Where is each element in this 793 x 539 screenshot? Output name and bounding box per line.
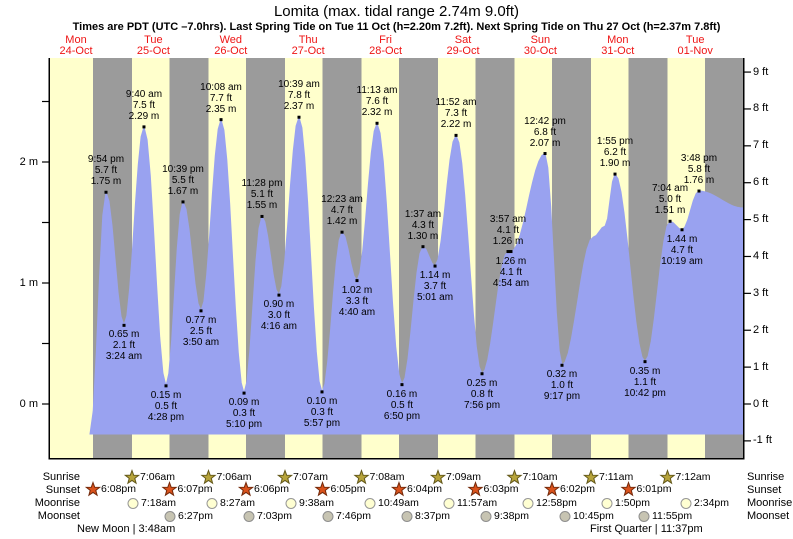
moonrise-icon	[206, 498, 218, 509]
tide-event-dot	[400, 383, 404, 387]
sunrise-star-icon	[429, 469, 447, 485]
right-axis-tick	[744, 218, 751, 221]
tide-event-dot	[697, 189, 701, 193]
tide-event-dot	[643, 360, 647, 364]
sunrise-star-icon	[659, 469, 676, 485]
sunset-star-icon	[84, 481, 102, 497]
tide-event-dot	[181, 200, 185, 204]
sunset-star-icon	[390, 481, 408, 497]
tide-event-dot	[242, 391, 246, 395]
day-label: Fri 28-Oct	[369, 34, 403, 57]
day-label: Sun 30-Oct	[523, 34, 557, 57]
tide-event-dot	[509, 250, 513, 254]
sunrise-star-icon	[200, 469, 217, 485]
left-axis-tick	[42, 403, 49, 405]
chart-subtitle: Times are PDT (UTC –7.0hrs). Last Spring…	[72, 21, 721, 33]
right-axis-tick	[744, 71, 751, 73]
moonset-icon	[243, 511, 255, 522]
day-label: Tue 01-Nov	[677, 34, 713, 57]
tide-event-dot	[164, 384, 168, 388]
tide-event-dot	[142, 125, 146, 129]
tide-event-dot	[680, 228, 684, 232]
left-axis-tick	[42, 282, 49, 284]
sunset-star-icon	[620, 481, 637, 497]
moonrise-icon	[364, 498, 376, 509]
moonrise-icon	[522, 498, 534, 509]
moonrise-icon	[680, 498, 692, 509]
tide-event-dot	[104, 190, 108, 194]
right-axis-tick	[744, 255, 751, 258]
tide-event-dot	[122, 323, 126, 327]
moonrise-icon	[443, 498, 455, 509]
left-axis-tick	[42, 342, 49, 345]
tide-event-dot	[421, 245, 425, 249]
tide-event-dot	[560, 363, 564, 367]
right-axis-tick	[744, 329, 751, 331]
right-axis-tick	[744, 366, 751, 368]
right-axis-line	[743, 58, 745, 459]
right-axis-tick	[744, 292, 751, 294]
day-label: Mon 31-Oct	[601, 34, 635, 57]
tide-event-dot	[480, 372, 484, 376]
sunset-star-icon	[314, 481, 331, 497]
right-axis-tick	[744, 440, 751, 442]
sunrise-star-icon	[353, 469, 370, 485]
sunset-star-icon	[543, 481, 561, 497]
tide-event-dot	[297, 115, 301, 119]
day-label: Mon 24-Oct	[59, 34, 93, 57]
tide-event-dot	[355, 279, 359, 283]
tide-event-dot	[454, 133, 458, 137]
day-label: Tue 25-Oct	[136, 34, 170, 57]
moonrise-icon	[601, 498, 613, 509]
sunset-star-icon	[161, 481, 178, 497]
day-label: Wed 26-Oct	[214, 34, 248, 57]
moonset-icon	[638, 511, 650, 522]
bottom-axis-line	[48, 458, 745, 460]
tide-event-dot	[277, 293, 281, 297]
sunrise-star-icon	[506, 469, 523, 485]
right-axis-tick	[744, 182, 751, 184]
right-axis-tick	[744, 403, 751, 405]
tide-event-dot	[613, 172, 617, 176]
tide-event-dot	[260, 214, 264, 218]
moonset-icon	[480, 511, 492, 522]
moonset-icon	[401, 511, 413, 522]
page-title: Lomita (max. tidal range 2.74m 9.0ft)	[273, 3, 520, 20]
moonrise-icon	[127, 498, 139, 509]
tide-event-dot	[543, 152, 547, 156]
day-label: Thu 27-Oct	[291, 34, 325, 57]
tide-event-dot	[199, 309, 203, 313]
right-axis-tick	[744, 108, 751, 110]
tide-event-dot	[320, 390, 324, 394]
moonset-icon	[559, 511, 571, 522]
moonset-icon	[322, 511, 334, 522]
left-axis-tick	[42, 221, 49, 224]
left-axis-tick	[42, 161, 49, 163]
moonset-icon	[164, 511, 176, 522]
tide-event-dot	[375, 121, 379, 125]
tide-event-dot	[219, 118, 223, 122]
sunrise-star-icon	[123, 469, 141, 485]
left-axis-tick	[42, 100, 49, 103]
tide-event-dot	[340, 230, 344, 234]
sunset-star-icon	[237, 481, 255, 497]
tide-event-dot	[668, 219, 672, 223]
sunrise-star-icon	[276, 469, 294, 485]
tide-event-dot	[506, 250, 510, 254]
tide-event-dot	[433, 264, 437, 268]
right-axis-tick	[744, 145, 751, 147]
moonrise-icon	[285, 498, 297, 509]
day-band	[50, 58, 93, 458]
sunset-star-icon	[467, 481, 484, 497]
day-label: Sat 29-Oct	[446, 34, 480, 57]
left-axis-line	[48, 58, 50, 459]
sunrise-star-icon	[582, 469, 600, 485]
